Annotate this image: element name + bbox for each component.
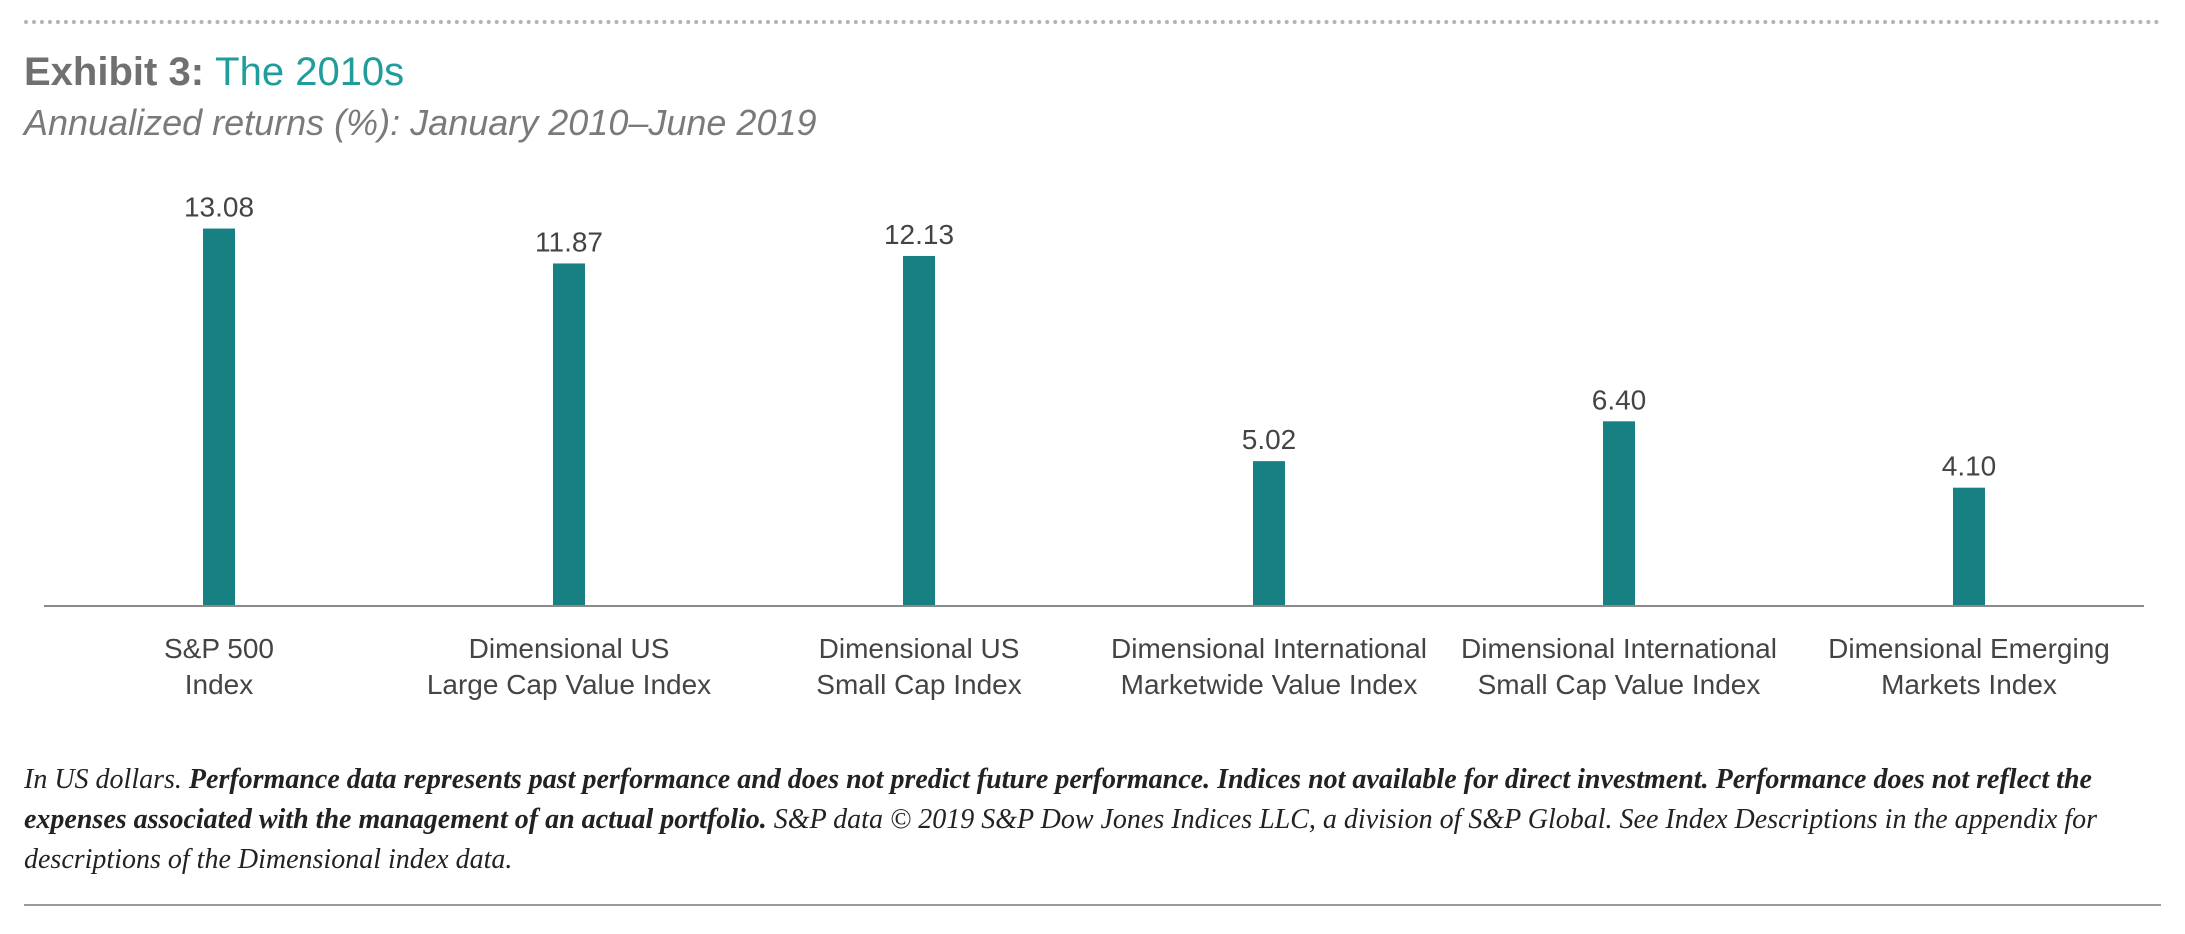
category-label-1: S&P 500 Index [164,633,274,700]
value-label-3: 12.13 [884,219,954,250]
footnote-disclaimer: Performance data represents past perform… [24,764,2092,835]
footnote-currency: In US dollars. [24,764,189,795]
bar-4 [1253,461,1285,606]
category-label-2: Dimensional US Large Cap Value Index [427,633,711,700]
footnote-source: S&P data © 2019 S&P Dow Jones Indices LL… [24,804,2097,875]
value-label-1: 13.08 [184,192,254,223]
value-label-5: 6.40 [1592,384,1647,415]
bottom-divider [24,904,2161,906]
bar-2 [553,263,585,606]
chart-header: Exhibit 3: The 2010s Annualized returns … [24,48,817,146]
bars [203,228,1985,606]
value-labels: 13.08 11.87 12.13 5.02 6.40 4.10 [184,192,1996,482]
category-label-3: Dimensional US Small Cap Index [816,633,1021,700]
bar-6 [1953,487,1985,606]
category-labels: S&P 500 Index Dimensional US Large Cap Valu… [164,633,2110,700]
exhibit-title: The 2010s [215,50,405,94]
category-label-5: Dimensional International Small Cap Value… [1461,633,1777,700]
bar-3 [903,255,935,606]
value-label-2: 11.87 [535,226,603,257]
category-label-6: Dimensional Emerging Markets Index [1828,633,2110,700]
bar-1 [203,228,235,606]
chart-title: Exhibit 3: The 2010s [24,48,817,96]
chart-subtitle: Annualized returns (%): January 2010–Jun… [24,102,817,143]
bar-chart: 13.08 11.87 12.13 5.02 6.40 4.10 S&P 500 Index… [44,192,2144,700]
top-dotted-divider [24,20,2161,24]
value-label-6: 4.10 [1942,451,1997,482]
value-label-4: 5.02 [1242,424,1297,455]
category-label-4: Dimensional International Marketwide Valu… [1111,633,1427,700]
footnote: In US dollars. Performance data represen… [24,760,2161,880]
bar-5 [1603,421,1635,606]
exhibit-number: Exhibit 3: [24,50,205,94]
